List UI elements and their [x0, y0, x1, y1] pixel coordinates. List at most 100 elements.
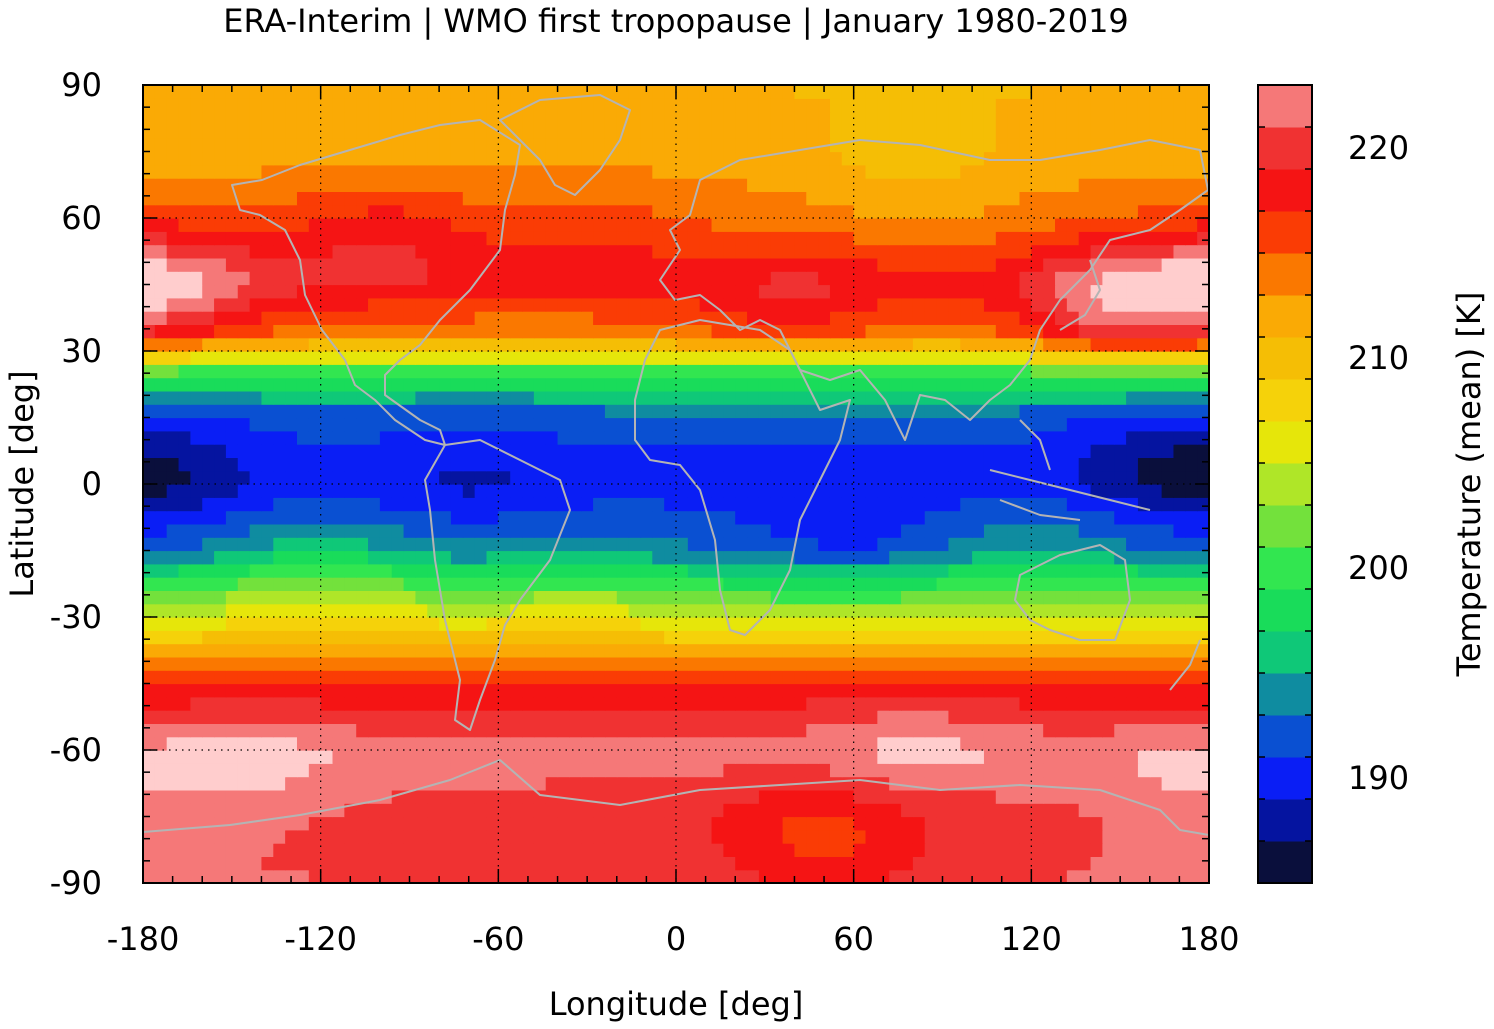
heat-cell: [166, 377, 180, 392]
heat-cell: [486, 829, 499, 844]
heat-cell: [403, 191, 417, 206]
heat-cell: [166, 856, 180, 871]
heat-cell: [427, 683, 440, 698]
heat-cell: [285, 364, 298, 379]
heat-cell: [664, 417, 677, 432]
heat-cell: [285, 603, 298, 618]
heat-cell: [936, 417, 950, 432]
heat-cell: [1149, 617, 1163, 631]
heat-cell: [616, 417, 630, 432]
heat-cell: [368, 257, 381, 272]
heat-cell: [344, 829, 357, 844]
heat-cell: [462, 563, 476, 578]
heat-cell: [983, 191, 997, 206]
heat-cell: [853, 723, 867, 738]
heat-cell: [699, 670, 713, 685]
heat-cell: [510, 457, 523, 472]
heat-cell: [1114, 816, 1127, 831]
heat-cell: [581, 630, 594, 645]
heat-cell: [865, 630, 878, 645]
heat-cell: [1173, 803, 1186, 818]
heat-cell: [865, 257, 878, 272]
heat-cell: [806, 603, 819, 618]
heat-cell: [462, 457, 476, 472]
heat-cell: [1055, 364, 1068, 379]
heat-cell: [1031, 603, 1044, 618]
heat-cell: [557, 816, 570, 831]
heat-cell: [1019, 617, 1032, 631]
heat-cell: [948, 816, 961, 831]
heat-cell: [782, 710, 796, 724]
heat-cell: [569, 856, 582, 871]
heat-cell: [225, 803, 239, 818]
heat-cell: [1185, 271, 1198, 286]
heat-cell: [770, 816, 784, 831]
heat-cell: [1114, 164, 1127, 179]
heat-cell: [995, 696, 1009, 711]
heat-cell: [841, 351, 855, 365]
heat-cell: [1161, 151, 1175, 166]
heat-cell: [628, 643, 642, 658]
heat-cell: [391, 510, 405, 525]
heat-cell: [166, 444, 180, 458]
heat-cell: [190, 603, 203, 618]
heat-cell: [1137, 869, 1151, 883]
heat-cell: [676, 803, 689, 818]
heat-cell: [912, 750, 926, 764]
heat-cell: [687, 364, 701, 379]
heat-cell: [1114, 577, 1127, 591]
heat-cell: [261, 656, 274, 671]
heat-cell: [948, 204, 961, 219]
heat-cell: [225, 829, 239, 844]
heat-cell: [214, 510, 227, 525]
heat-cell: [972, 683, 985, 698]
heat-cell: [735, 404, 748, 419]
heat-cell: [190, 271, 203, 286]
heat-cell: [557, 710, 570, 724]
heat-cell: [1137, 311, 1151, 325]
heat-cell: [344, 218, 357, 232]
heat-cell: [581, 710, 594, 724]
heat-cell: [450, 710, 464, 724]
heat-cell: [1090, 364, 1103, 379]
heat-cell: [498, 670, 511, 685]
heat-cell: [1031, 151, 1044, 166]
heat-cell: [178, 484, 191, 498]
heat-cell: [640, 683, 653, 698]
heat-cell: [557, 510, 570, 525]
heat-cell: [995, 484, 1009, 498]
heat-cell: [960, 351, 973, 365]
heat-cell: [368, 617, 381, 631]
heat-cell: [154, 750, 168, 764]
heat-cell: [462, 603, 476, 618]
heat-cell: [474, 191, 488, 206]
heat-cell: [332, 191, 345, 206]
heat-cell: [640, 231, 653, 246]
heat-cell: [474, 470, 488, 485]
heat-cell: [261, 337, 274, 352]
heat-cell: [474, 590, 488, 605]
heat-cell: [912, 710, 926, 724]
heat-cell: [865, 244, 878, 259]
heat-cell: [237, 311, 251, 325]
heat-cell: [1007, 523, 1021, 538]
heat-cell: [818, 750, 831, 764]
heat-cell: [983, 750, 997, 764]
heat-cell: [723, 364, 736, 379]
heat-cell: [1102, 656, 1115, 671]
heat-cell: [747, 776, 760, 791]
heat-cell: [450, 444, 464, 458]
heat-cell: [1090, 550, 1103, 565]
heat-cell: [628, 324, 642, 339]
heat-cell: [1102, 763, 1115, 778]
heat-cell: [877, 311, 890, 325]
heat-cell: [1149, 643, 1163, 658]
heat-cell: [403, 856, 417, 871]
heat-cell: [1185, 763, 1198, 778]
heat-cell: [557, 377, 570, 392]
heat-cell: [747, 750, 760, 764]
heat-cell: [1197, 856, 1209, 871]
heat-cell: [1185, 856, 1198, 871]
heat-cell: [439, 284, 452, 299]
heat-cell: [972, 763, 985, 778]
